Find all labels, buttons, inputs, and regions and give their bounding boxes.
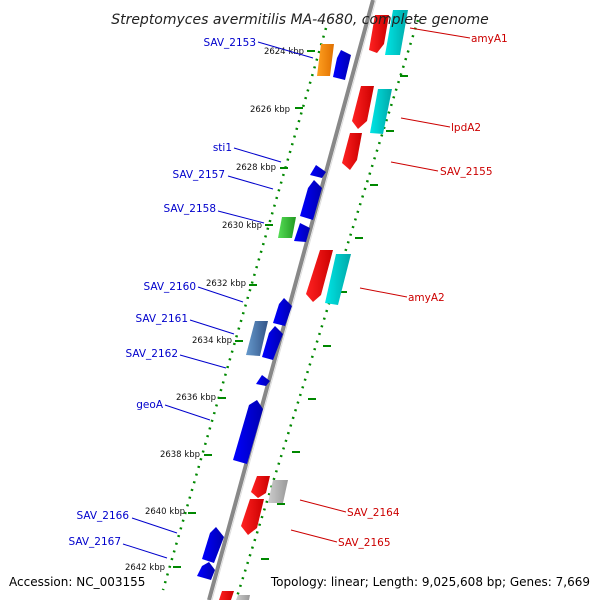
- gene-sti1[interactable]: [310, 165, 326, 178]
- gene-amyA1-red[interactable]: [369, 15, 389, 53]
- gene-sav-2161[interactable]: [246, 321, 268, 356]
- gene-label-left[interactable]: SAV_2162: [125, 348, 178, 360]
- scale-label: 2640 kbp: [145, 507, 185, 517]
- gene-sav-2166[interactable]: [202, 527, 224, 563]
- scale-label: 2642 kbp: [125, 563, 165, 573]
- scale-label: 2628 kbp: [236, 163, 276, 173]
- gene-sav-2161-b[interactable]: [262, 326, 283, 360]
- gene-sav-2153[interactable]: [317, 44, 334, 76]
- genome-backbone: [207, 0, 375, 600]
- left-dotted-track: [161, 27, 328, 591]
- scale-label: 2630 kbp: [222, 221, 262, 231]
- gene-amyA2-cyan[interactable]: [325, 254, 351, 305]
- gene-sav-2155[interactable]: [342, 133, 362, 170]
- scale-label: 2638 kbp: [160, 450, 200, 460]
- gene-bottom-red[interactable]: [219, 591, 234, 600]
- gene-label-left[interactable]: SAV_2153: [203, 37, 256, 49]
- right-leader-lines: [290, 27, 471, 543]
- accession-text: Accession: NC_003155: [9, 575, 145, 589]
- gene-label-left[interactable]: geoA: [136, 399, 164, 411]
- gene-label-left[interactable]: SAV_2158: [163, 203, 216, 215]
- gene-sav-2164-red[interactable]: [251, 476, 270, 498]
- scale-label: 2634 kbp: [192, 336, 232, 346]
- gene-amyA1-cyan[interactable]: [385, 10, 408, 55]
- left-leader-lines: [122, 41, 314, 559]
- gene-label-right[interactable]: amyA2: [408, 292, 445, 304]
- gene-lpdA2-red[interactable]: [352, 86, 374, 129]
- gene-sav-2167[interactable]: [197, 562, 215, 580]
- scale-label: 2636 kbp: [176, 393, 216, 403]
- genome-backbone-highlight: [211, 0, 377, 600]
- gene-lpdA2-cyan[interactable]: [370, 89, 392, 134]
- gene-label-left[interactable]: SAV_2160: [143, 281, 196, 293]
- scale-label: 2626 kbp: [250, 105, 290, 115]
- gene-label-left[interactable]: SAV_2166: [76, 510, 129, 522]
- scale-label: 2632 kbp: [206, 279, 246, 289]
- gene-bottom-grey[interactable]: [236, 595, 250, 600]
- gene-sav-2153-b[interactable]: [333, 50, 351, 80]
- gene-label-left[interactable]: SAV_2157: [172, 169, 225, 181]
- right-track-dashes: [261, 75, 408, 560]
- scale-ticks: [173, 50, 315, 568]
- gene-geoA[interactable]: [233, 400, 263, 464]
- gene-label-right[interactable]: lpdA2: [451, 122, 481, 134]
- gene-sav-2164-grey[interactable]: [268, 480, 288, 503]
- gene-label-right[interactable]: amyA1: [471, 33, 508, 45]
- map-title: Streptomyces avermitilis MA-4680, comple…: [111, 12, 489, 28]
- gene-amyA2-red[interactable]: [306, 250, 333, 302]
- gene-label-left[interactable]: SAV_2161: [135, 313, 188, 325]
- gene-sav-2165[interactable]: [241, 499, 264, 535]
- genome-summary-text: Topology: linear; Length: 9,025,608 bp; …: [270, 575, 590, 589]
- gene-label-right[interactable]: SAV_2164: [347, 507, 400, 519]
- gene-label-right[interactable]: SAV_2155: [440, 166, 493, 178]
- gene-label-left[interactable]: SAV_2167: [68, 536, 121, 548]
- gene-label-right[interactable]: SAV_2165: [338, 537, 391, 549]
- gene-sav-2158[interactable]: [278, 217, 296, 238]
- gene-label-left[interactable]: sti1: [213, 142, 232, 154]
- gene-sav-2157[interactable]: [300, 180, 322, 220]
- gene-sav-2160[interactable]: [273, 298, 292, 326]
- gene-sav-2162[interactable]: [256, 375, 270, 386]
- scale-label: 2624 kbp: [264, 47, 304, 57]
- gene-sav-2158-b[interactable]: [294, 223, 310, 242]
